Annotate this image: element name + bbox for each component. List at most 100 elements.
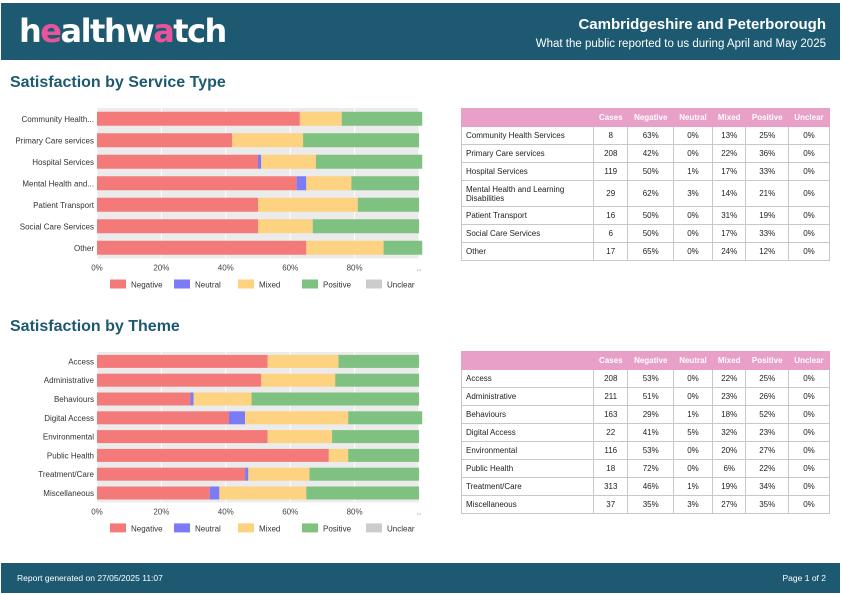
theme-bar-mixed bbox=[248, 467, 310, 481]
theme-bar-negative bbox=[97, 467, 246, 481]
row-label: Mental Health and Learning Disabilities bbox=[461, 180, 594, 207]
table-cell: 6 bbox=[592, 224, 629, 243]
table-cell: 50% bbox=[627, 162, 674, 181]
report-header: healthwatch Cambridgeshire and Peterboro… bbox=[1, 3, 840, 60]
table-row: Access 208 53% 0% 22% 25% 0% bbox=[461, 369, 831, 388]
table-row: Miscellaneous 37 35% 3% 27% 35% 0% bbox=[461, 495, 831, 514]
table-row: Patient Transport 16 50% 0% 31% 19% 0% bbox=[461, 206, 831, 225]
table-cell: 0% bbox=[787, 441, 831, 460]
theme-bar-positive bbox=[332, 430, 419, 444]
theme-bar-neutral bbox=[229, 411, 246, 425]
table-cell: 0% bbox=[787, 206, 831, 225]
table-cell: 0% bbox=[673, 206, 713, 225]
theme-bar-negative bbox=[97, 430, 268, 444]
service-category-label: Social Care Services bbox=[20, 222, 94, 231]
service-x-tick-label: 60% bbox=[282, 264, 298, 273]
service-category-label: Mental Health and... bbox=[22, 179, 94, 188]
page-number: Page 1 of 2 bbox=[782, 573, 826, 583]
table-cell: 0% bbox=[787, 242, 831, 261]
row-label: Patient Transport bbox=[461, 206, 594, 225]
table-cell: 0% bbox=[787, 144, 831, 163]
service-bar-positive bbox=[312, 219, 419, 234]
table-cell: 3% bbox=[673, 495, 713, 514]
table-cell: 36% bbox=[745, 144, 789, 163]
theme-legend-swatch-neutral bbox=[174, 523, 190, 533]
table-row: Environmental 116 53% 0% 20% 27% 0% bbox=[461, 441, 831, 460]
theme-legend-swatch-unclear bbox=[366, 523, 382, 533]
table-cell: 29 bbox=[592, 180, 629, 207]
service-x-tick-label: 40% bbox=[218, 264, 234, 273]
theme-bar-neutral bbox=[245, 467, 249, 481]
table-cell: 33% bbox=[745, 162, 789, 181]
table-cell: 1% bbox=[673, 477, 713, 496]
service-col-header-positive: Positive bbox=[745, 108, 789, 127]
table-cell: 5% bbox=[673, 423, 713, 442]
table-cell: 27% bbox=[711, 495, 747, 514]
theme-x-tick-label: 0% bbox=[91, 507, 103, 516]
table-cell: 13% bbox=[711, 126, 747, 145]
theme-chart-svg: 0% 20% 40% 60% 80% .. Access Administrative Beha… bbox=[38, 352, 423, 533]
service-section-title: Satisfaction by Service Type bbox=[10, 74, 226, 91]
service-bar-mixed bbox=[306, 176, 352, 191]
table-cell: 29% bbox=[627, 405, 674, 424]
table-cell: 0% bbox=[787, 369, 831, 388]
theme-category-label: Access bbox=[68, 357, 94, 366]
row-label: Treatment/Care bbox=[461, 477, 594, 496]
service-bar-neutral bbox=[258, 154, 262, 169]
theme-bar-negative bbox=[97, 411, 230, 425]
table-cell: 53% bbox=[627, 369, 674, 388]
table-row: Treatment/Care 313 46% 1% 19% 34% 0% bbox=[461, 477, 831, 496]
table-cell: 0% bbox=[787, 423, 831, 442]
theme-bar-negative bbox=[97, 486, 210, 500]
table-cell: 1% bbox=[673, 405, 713, 424]
theme-legend-swatch-negative bbox=[110, 523, 126, 533]
table-row: Social Care Services 6 50% 0% 17% 33% 0% bbox=[461, 224, 831, 243]
service-bar-positive bbox=[303, 133, 419, 148]
table-cell: 211 bbox=[592, 387, 629, 406]
table-cell: 32% bbox=[711, 423, 747, 442]
theme-category-label: Environmental bbox=[43, 433, 94, 442]
service-bar-mixed bbox=[258, 197, 358, 212]
service-x-tick-label: 0% bbox=[91, 264, 103, 273]
theme-bar-negative bbox=[97, 448, 329, 462]
table-cell: 35% bbox=[627, 495, 674, 514]
table-cell: 65% bbox=[627, 242, 674, 261]
theme-col-header-mixed: Mixed bbox=[711, 351, 747, 370]
region-title: Cambridgeshire and Peterborough bbox=[578, 16, 826, 33]
service-bar-negative bbox=[97, 154, 258, 169]
table-cell: 19% bbox=[711, 477, 747, 496]
theme-bar-positive bbox=[251, 392, 419, 406]
table-cell: 116 bbox=[592, 441, 629, 460]
service-bar-positive bbox=[383, 240, 423, 255]
theme-x-tick-label: 80% bbox=[347, 507, 363, 516]
table-cell: 0% bbox=[673, 441, 713, 460]
service-bar-negative bbox=[97, 197, 258, 212]
table-cell: 23% bbox=[711, 387, 747, 406]
table-cell: 50% bbox=[627, 206, 674, 225]
table-cell: 18 bbox=[592, 459, 629, 478]
table-cell: 119 bbox=[592, 162, 629, 181]
row-label: Public Health bbox=[461, 459, 594, 478]
theme-legend-label-mixed: Mixed bbox=[259, 524, 280, 533]
table-cell: 3% bbox=[673, 180, 713, 207]
theme-legend-label-positive: Positive bbox=[323, 524, 352, 533]
table-cell: 21% bbox=[745, 180, 789, 207]
theme-bar-positive bbox=[338, 354, 419, 368]
table-cell: 0% bbox=[787, 459, 831, 478]
theme-bar-mixed bbox=[328, 448, 349, 462]
row-label: Access bbox=[461, 369, 594, 388]
row-label: Social Care Services bbox=[461, 224, 594, 243]
service-chart: 0% 20% 40% 60% 80%.. Community Health... Prima… bbox=[0, 104, 440, 305]
table-cell: 22% bbox=[745, 459, 789, 478]
service-category-label: Hospital Services bbox=[32, 158, 94, 167]
service-col-header-name bbox=[461, 108, 594, 127]
table-cell: 0% bbox=[673, 459, 713, 478]
table-cell: 62% bbox=[627, 180, 674, 207]
table-row: Community Health Services 8 63% 0% 13% 25% 0% bbox=[461, 126, 831, 145]
table-cell: 163 bbox=[592, 405, 629, 424]
theme-chart: 0% 20% 40% 60% 80%.. Access Administrative Beha… bbox=[0, 348, 440, 549]
service-chart-svg: 0% 20% 40% 60% 80% .. Community Health... Prima… bbox=[15, 108, 423, 290]
table-cell: 12% bbox=[745, 242, 789, 261]
table-cell: 25% bbox=[745, 126, 789, 145]
table-cell: 24% bbox=[711, 242, 747, 261]
